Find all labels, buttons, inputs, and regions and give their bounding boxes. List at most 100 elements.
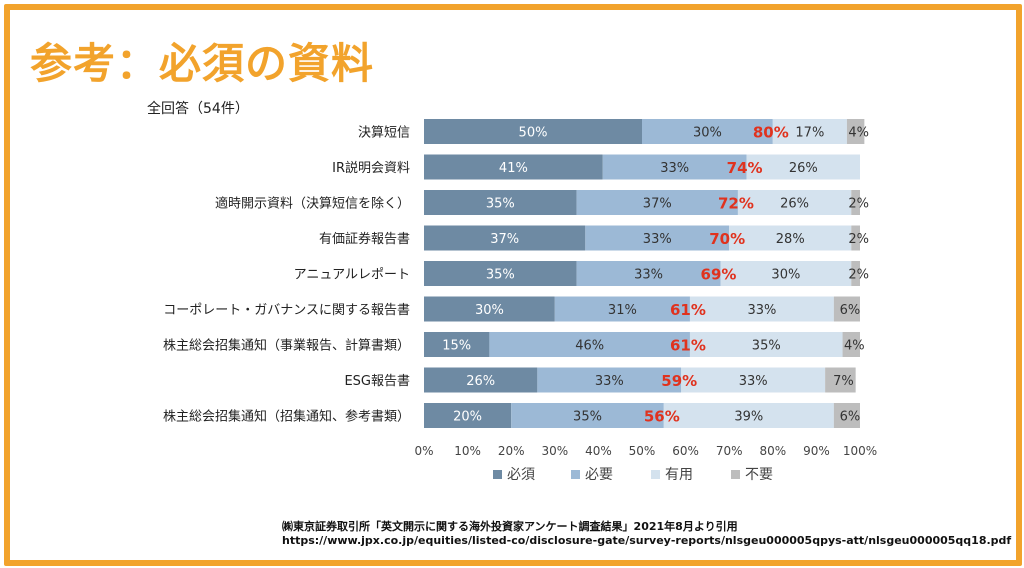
bar-segment bbox=[585, 225, 730, 251]
bars-group: 50% 30% 17% 4% 80% 41% 33% 26% 74% 35% 37% 26% 2% 72%… bbox=[424, 119, 869, 428]
data-label: 35% bbox=[752, 339, 781, 354]
data-label: 28% bbox=[776, 232, 805, 247]
data-label: 35% bbox=[486, 268, 515, 283]
data-label: 6% bbox=[840, 410, 861, 425]
bar-segment bbox=[746, 154, 860, 180]
data-label: 37% bbox=[490, 232, 519, 247]
category-label: 株主総会招集通知（招集通知、参考書類） bbox=[163, 409, 410, 425]
x-tick-label: 50% bbox=[629, 444, 656, 458]
x-tick-label: 40% bbox=[585, 444, 612, 458]
legend-label: 必要 bbox=[585, 467, 613, 483]
data-label: 26% bbox=[466, 374, 495, 389]
bar-segment bbox=[833, 296, 860, 322]
data-label: 33% bbox=[747, 303, 776, 318]
x-tick-label: 70% bbox=[716, 444, 743, 458]
legend-label: 不要 bbox=[745, 467, 773, 483]
source-url[interactable]: https://www.jpx.co.jp/equities/listed-co… bbox=[282, 534, 1012, 547]
bar-segment bbox=[424, 154, 603, 180]
data-label: 37% bbox=[643, 197, 672, 212]
bar-segment bbox=[729, 225, 852, 251]
category-label: アニュアルレポート bbox=[294, 268, 410, 283]
legend-label: 必須 bbox=[507, 467, 535, 483]
page-title: 参考：必須の資料 bbox=[30, 39, 375, 88]
bar-segment bbox=[851, 225, 860, 251]
bar-segment bbox=[737, 190, 852, 215]
data-label: 2% bbox=[848, 232, 869, 247]
data-label: 33% bbox=[634, 268, 663, 283]
highlight-total-label: 56% bbox=[644, 408, 680, 426]
x-axis: 0% 10% 20% 30% 40% 50% 60% 70% 80% 90% 100% bbox=[414, 444, 877, 458]
bar-segment bbox=[663, 403, 834, 428]
data-label: 2% bbox=[848, 268, 869, 283]
legend-swatch bbox=[651, 470, 660, 479]
x-tick-label: 30% bbox=[541, 444, 568, 458]
x-tick-label: 80% bbox=[759, 444, 786, 458]
bar-segment bbox=[825, 367, 856, 393]
chart-subtitle: 全回答（54件） bbox=[147, 101, 249, 117]
data-label: 41% bbox=[499, 161, 528, 176]
x-tick-label: 10% bbox=[454, 444, 481, 458]
highlight-total-label: 80% bbox=[753, 124, 789, 142]
legend-swatch bbox=[493, 470, 502, 479]
highlight-total-label: 72% bbox=[718, 195, 754, 213]
data-label: 4% bbox=[844, 339, 865, 354]
highlight-total-label: 59% bbox=[661, 372, 697, 390]
data-label: 33% bbox=[660, 161, 689, 176]
data-label: 6% bbox=[840, 303, 861, 318]
bar-segment bbox=[424, 261, 577, 286]
category-label: 適時開示資料（決算短信を除く） bbox=[215, 196, 410, 212]
legend: 必須 必要 有用 不要 bbox=[493, 467, 773, 483]
x-tick-label: 0% bbox=[414, 444, 433, 458]
data-label: 26% bbox=[789, 161, 818, 176]
bar-segment bbox=[851, 190, 860, 215]
bar-segment bbox=[424, 190, 577, 215]
bar-segment bbox=[489, 332, 690, 357]
highlight-total-label: 70% bbox=[709, 230, 745, 248]
category-label: 有価証券報告書 bbox=[319, 231, 410, 247]
bar-segment bbox=[846, 119, 865, 144]
bar-segment bbox=[833, 403, 860, 428]
legend-swatch bbox=[571, 470, 580, 479]
bar-segment bbox=[576, 190, 738, 215]
category-label: 株主総会招集通知（事業報告、計算書類） bbox=[163, 338, 410, 354]
legend-label: 有用 bbox=[665, 467, 693, 483]
bar-segment bbox=[424, 225, 586, 251]
bar-segment bbox=[424, 296, 555, 322]
x-tick-label: 90% bbox=[803, 444, 830, 458]
bar-segment bbox=[537, 367, 682, 393]
bar-segment bbox=[642, 119, 773, 144]
data-label: 39% bbox=[734, 410, 763, 425]
source-citation: ㈱東京証券取引所「英文開示に関する海外投資家アンケート調査結果」2021年8月よ… bbox=[282, 520, 738, 533]
data-label: 26% bbox=[780, 197, 809, 212]
data-label: 50% bbox=[519, 126, 548, 141]
data-label: 46% bbox=[575, 339, 604, 354]
x-tick-label: 100% bbox=[843, 444, 877, 458]
data-label: 17% bbox=[795, 126, 824, 141]
data-label: 33% bbox=[643, 232, 672, 247]
data-label: 15% bbox=[442, 339, 471, 354]
bar-segment bbox=[772, 119, 847, 144]
data-label: 33% bbox=[595, 374, 624, 389]
bar-segment bbox=[424, 332, 490, 357]
highlight-total-label: 61% bbox=[670, 301, 706, 319]
bar-segment bbox=[424, 403, 512, 428]
data-label: 33% bbox=[739, 374, 768, 389]
bar-segment bbox=[689, 296, 834, 322]
bar-segment bbox=[554, 296, 690, 322]
data-label: 30% bbox=[693, 126, 722, 141]
bar-segment bbox=[851, 261, 860, 286]
bar-segment bbox=[720, 261, 852, 286]
highlight-total-label: 61% bbox=[670, 337, 706, 355]
x-tick-label: 20% bbox=[498, 444, 525, 458]
category-label: ESG報告書 bbox=[344, 374, 410, 389]
bar-segment bbox=[424, 367, 538, 393]
bar-segment bbox=[681, 367, 826, 393]
data-label: 4% bbox=[848, 126, 869, 141]
bar-segment bbox=[576, 261, 721, 286]
highlight-total-label: 69% bbox=[701, 266, 737, 284]
bar-segment bbox=[689, 332, 843, 357]
data-label: 7% bbox=[833, 374, 854, 389]
data-label: 30% bbox=[771, 268, 800, 283]
data-label: 20% bbox=[453, 410, 482, 425]
